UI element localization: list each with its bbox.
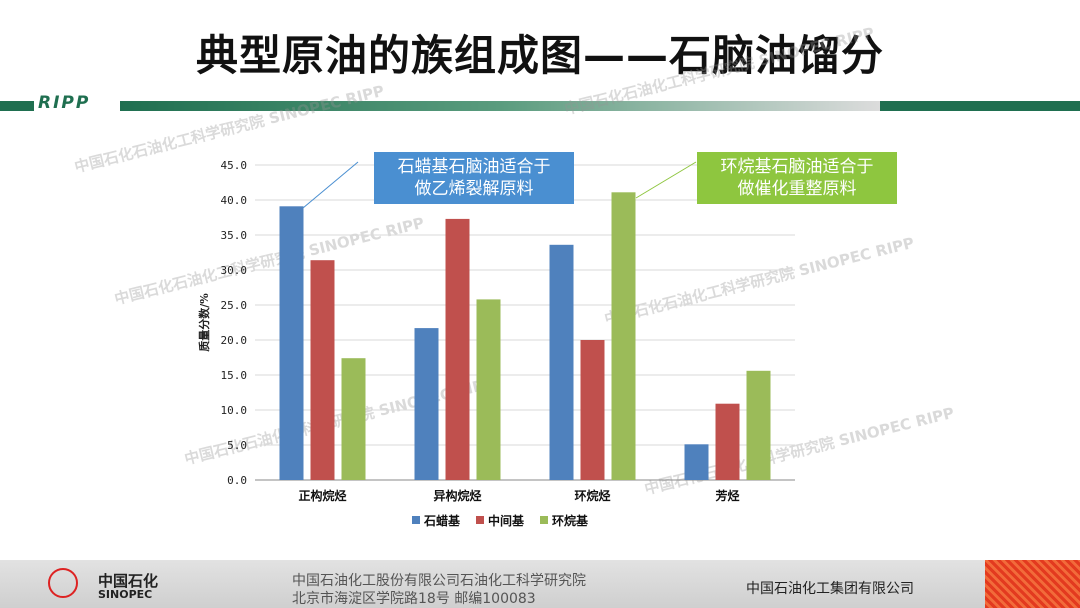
legend-label: 石蜡基 (423, 513, 461, 528)
callout-naphthenic: 环烷基石脑油适合于 做催化重整原料 (697, 152, 897, 204)
legend-label: 中间基 (488, 513, 525, 528)
legend-swatch (540, 516, 548, 524)
bar (580, 340, 605, 480)
bar (549, 244, 574, 480)
callout-paraffinic: 石蜡基石脑油适合于 做乙烯裂解原料 (374, 152, 574, 204)
y-tick-label: 45.0 (221, 159, 248, 172)
legend-swatch (476, 516, 484, 524)
header-rule-left (0, 101, 34, 111)
y-tick-label: 30.0 (221, 264, 248, 277)
footer-address-line1: 中国石油化工股份有限公司石油化工科学研究院 (292, 573, 586, 589)
ripp-logo: RIPP (38, 93, 91, 113)
footer-accent (985, 560, 1080, 608)
callout-paraffinic-line1: 石蜡基石脑油适合于 (397, 157, 551, 177)
bar (684, 444, 709, 480)
bar (445, 218, 470, 480)
bar (279, 206, 304, 481)
footer-group-name: 中国石油化工集团有限公司 (746, 581, 914, 597)
footer-logo-en: SINOPEC (98, 588, 153, 601)
bar (611, 192, 636, 481)
sinopec-logo-icon (48, 568, 78, 598)
x-tick-label: 异构烷烃 (433, 488, 481, 503)
bar (715, 403, 740, 480)
y-tick-label: 0.0 (227, 474, 247, 487)
callout-pointer (635, 161, 697, 199)
bar (746, 370, 771, 480)
x-tick-label: 芳烃 (715, 488, 739, 503)
header-rule-grey (880, 101, 1080, 111)
y-tick-label: 5.0 (227, 439, 247, 452)
y-tick-label: 35.0 (221, 229, 248, 242)
legend-swatch (412, 516, 420, 524)
callout-naphthenic-line1: 环烷基石脑油适合于 (720, 157, 874, 177)
bar (476, 299, 501, 480)
bar-chart: 0.0 5.0 10.0 15.0 20.0 25.0 30.0 35.0 40.0 45.0 质量… (197, 159, 795, 528)
footer (0, 560, 1080, 608)
header-rule-green (120, 101, 880, 111)
footer-address-line2: 北京市海淀区学院路18号 邮编100083 (292, 591, 536, 607)
callout-pointer (302, 161, 359, 209)
slide-title: 典型原油的族组成图——石脑油馏分 (195, 31, 884, 80)
y-tick-label: 10.0 (221, 404, 248, 417)
bar (414, 328, 439, 480)
y-tick-label: 40.0 (221, 194, 248, 207)
callout-paraffinic-line2: 做乙烯裂解原料 (414, 179, 534, 199)
bar (341, 358, 366, 480)
bar (310, 260, 335, 480)
y-tick-label: 20.0 (221, 334, 248, 347)
y-tick-label: 15.0 (221, 369, 248, 382)
callout-naphthenic-line2: 做催化重整原料 (737, 179, 857, 199)
y-tick-label: 25.0 (221, 299, 248, 312)
x-tick-label: 正构烷烃 (298, 488, 346, 503)
legend-label: 环烷基 (552, 513, 589, 528)
footer-logo-cn: 中国石化 (98, 572, 159, 590)
y-axis-label: 质量分数/% (197, 293, 211, 352)
x-tick-label: 环烷烃 (574, 488, 610, 503)
